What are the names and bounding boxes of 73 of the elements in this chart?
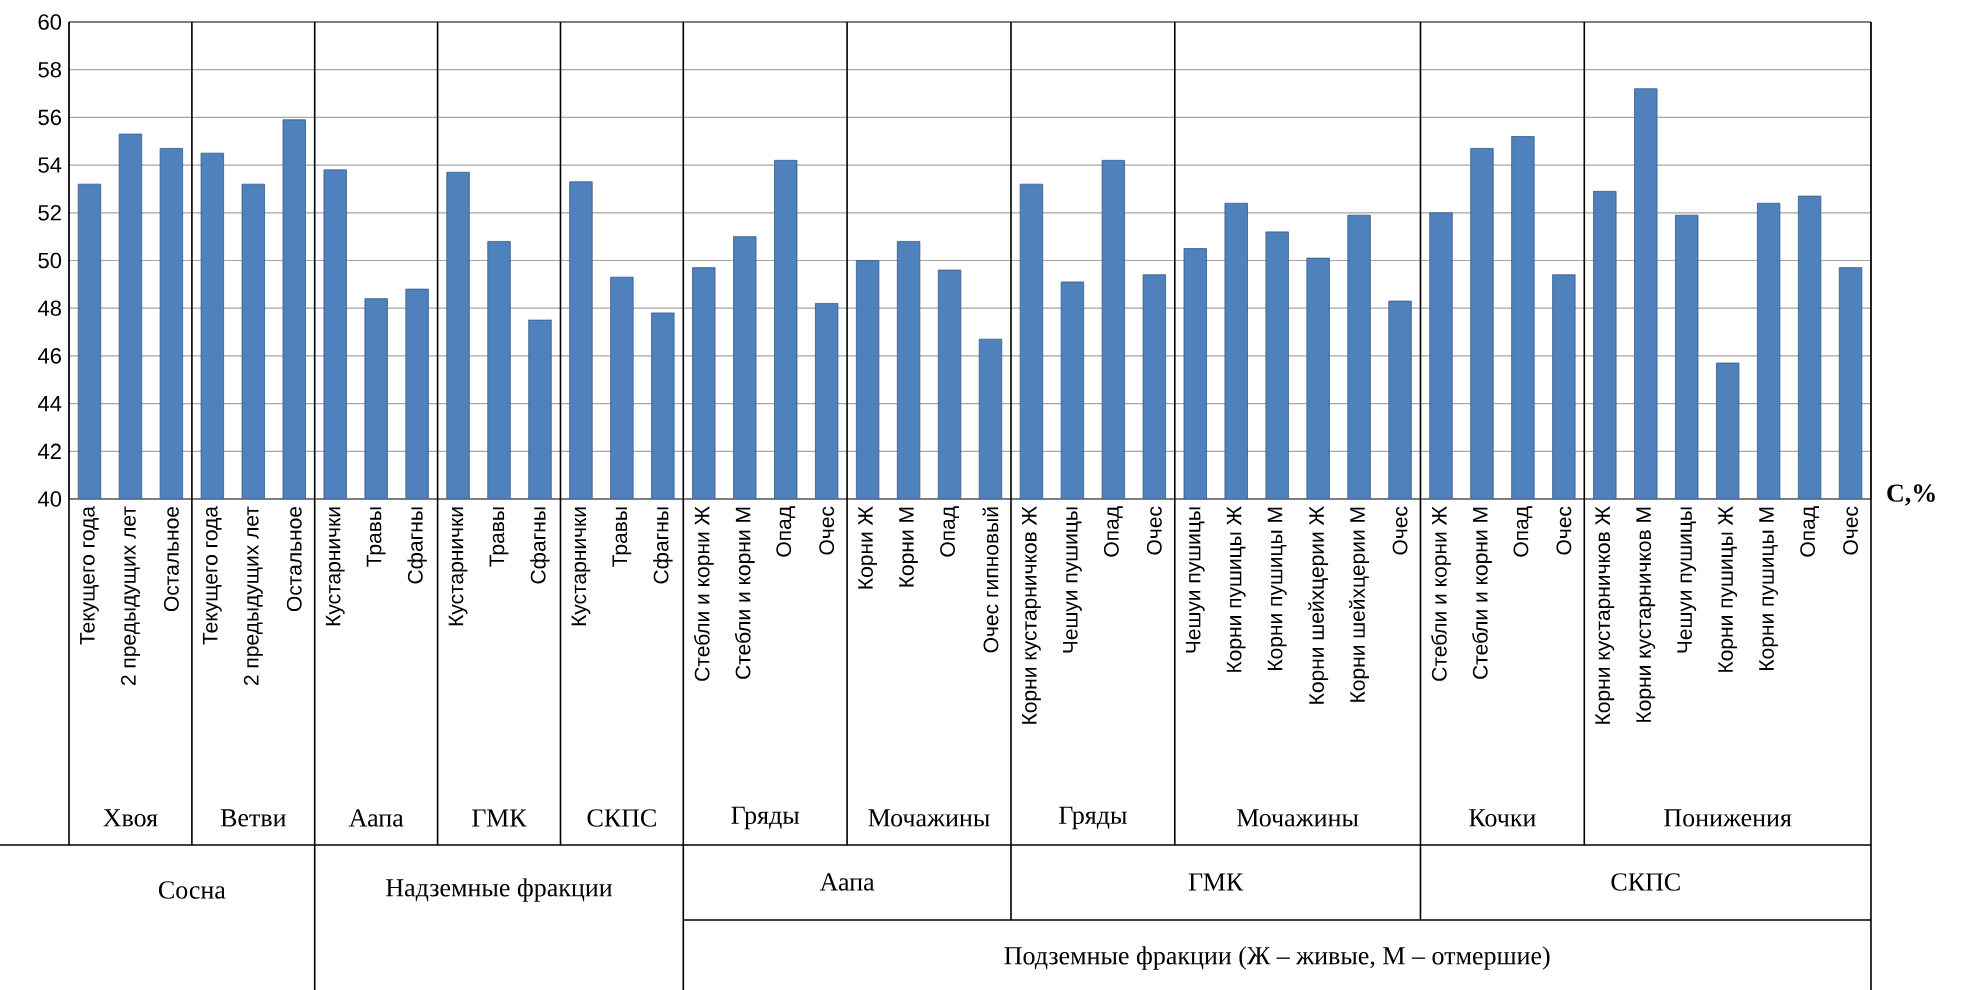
x-tick-label: Корни пушицы Ж [1718, 506, 1738, 672]
text: Сосна [158, 881, 226, 899]
x-tick-label: Опад [776, 506, 796, 557]
x-tick-label: Корни М [899, 507, 918, 587]
x-tick-label: Стебли и корни Ж [1431, 506, 1451, 681]
x-tick-label: Травы [489, 507, 509, 567]
x-tick-label: Опад [940, 506, 959, 557]
y-tick-label: 56 [38, 109, 62, 126]
x-tick-label: 2 предыдущих лет [243, 506, 263, 686]
x-tick-label: Очес [819, 506, 835, 555]
y-tick-label: 42 [37, 443, 61, 459]
y-tick-label: 40 [37, 491, 62, 507]
text: Хвоя [103, 809, 158, 827]
text: СКПС [1611, 873, 1680, 891]
x-tick-label: 2 предыдущих лет [120, 506, 140, 686]
y-tick-label: 54 [38, 157, 62, 173]
x-tick-label: Корни шейхцерии Ж [1308, 506, 1329, 704]
x-tick-label: Очес [1843, 506, 1858, 555]
x-tick-label: Корни кустарничков Ж [1022, 506, 1041, 724]
x-tick-label: Опад [1103, 506, 1123, 557]
x-tick-label: Корни кустарничков Ж [1595, 506, 1615, 724]
x-tick-label: Корни пушицы Ж [1226, 506, 1246, 672]
x-tick-label: Кустарнички [325, 507, 345, 626]
text: Аапа [819, 873, 875, 891]
x-tick-label: Стебли и корни М [1472, 507, 1492, 679]
x-tick-label: Корни шейхцерии М [1349, 507, 1370, 702]
y-axis-title: C,% [1887, 484, 1935, 506]
text: Гряды [1059, 806, 1127, 830]
y-tick-label: 58 [38, 61, 62, 78]
x-tick-label: Корни пушицы М [1759, 507, 1779, 670]
text: Надземные фракции [386, 878, 613, 902]
x-tick-label: Чешуи пушицы [1185, 507, 1205, 653]
x-tick-label: Остальное [163, 506, 179, 612]
x-tick-label: Корни кустарничков М [1636, 507, 1656, 722]
x-tick-label: Текущего года [80, 506, 99, 645]
text: ГМК [472, 809, 527, 827]
x-tick-label: Остальное [286, 506, 302, 612]
x-tick-label: Чешуи пушицы [1677, 507, 1697, 653]
x-tick-label: Корни Ж [858, 506, 878, 589]
x-tick-label: Очес гипновый [982, 507, 999, 653]
text: Мочажины [1236, 809, 1359, 827]
y-tick-label: 52 [38, 204, 61, 221]
x-tick-label: Кустарнички [571, 507, 591, 626]
text: Понижения [1664, 809, 1792, 827]
x-tick-label: Сфагны [530, 507, 550, 584]
x-tick-label: Опад [1513, 506, 1533, 557]
y-tick-label: 44 [37, 396, 62, 412]
text: Аапа [348, 809, 404, 827]
x-tick-label: Сфагны [653, 507, 673, 584]
y-tick-label: 46 [37, 348, 62, 364]
text: ГМК [1188, 873, 1244, 891]
x-tick-label: Корни пушицы М [1267, 507, 1287, 670]
x-tick-label: Сфагны [407, 507, 427, 584]
x-tick-label: Чешуи пушицы [1063, 507, 1082, 653]
text: Кочки [1469, 809, 1536, 827]
x-tick-label: Опад [1800, 506, 1820, 557]
x-tick-label: Травы [366, 507, 386, 567]
x-tick-label: Очес [1556, 506, 1572, 555]
x-tick-label: Стебли и корни М [734, 507, 755, 679]
text: Подземные фракции (Ж – живые, М – отмершие) [1004, 946, 1550, 970]
text: СКПС [587, 809, 656, 827]
text: Гряды [731, 806, 800, 830]
x-tick-label: Травы [612, 507, 632, 567]
x-tick-label: Очес [1146, 506, 1162, 555]
x-tick-label: Очес [1392, 506, 1408, 555]
x-tick-label: Текущего года [202, 506, 222, 645]
x-tick-label: Кустарнички [448, 507, 468, 626]
y-tick-label: 60 [38, 14, 62, 30]
x-tick-label: Стебли и корни Ж [693, 506, 714, 681]
y-tick-label: 50 [38, 252, 62, 269]
text: Мочажины [868, 809, 990, 827]
text: Ветви [220, 809, 286, 827]
y-tick-label: 48 [37, 300, 62, 316]
